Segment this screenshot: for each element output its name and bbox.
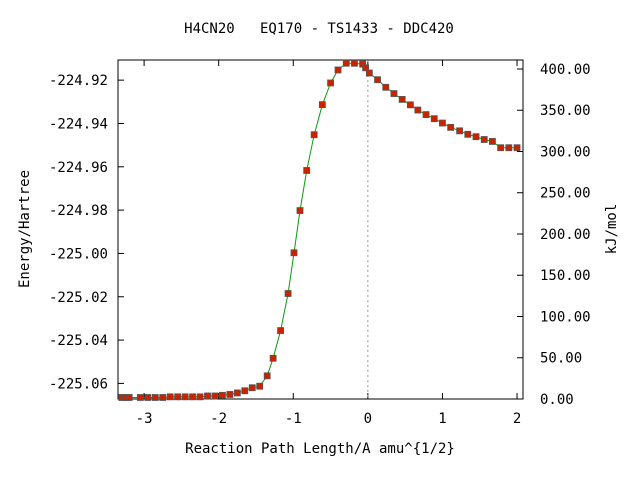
data-point xyxy=(365,69,373,77)
data-point xyxy=(430,115,438,123)
data-point xyxy=(318,101,326,109)
data-point xyxy=(351,59,358,67)
data-point xyxy=(151,394,159,401)
data-point xyxy=(233,389,241,397)
data-points xyxy=(118,59,521,401)
y2-tick-label: 400.00 xyxy=(540,62,591,78)
chart-title: H4CN20 EQ170 - TS1433 - DDC420 xyxy=(184,21,454,37)
data-point xyxy=(241,387,249,395)
data-point xyxy=(374,76,381,84)
x-tick-label: 2 xyxy=(513,411,521,427)
data-point xyxy=(290,249,298,257)
y2-tick-label: 300.00 xyxy=(540,144,591,160)
y2-tick-label: 250.00 xyxy=(540,186,591,202)
data-point xyxy=(398,96,406,103)
data-point xyxy=(513,144,521,152)
data-point xyxy=(196,393,204,401)
y2-axis-ticks: 400.00 350.00 300.00 250.00 200.00 150.00 100.… xyxy=(517,62,591,408)
y-tick-label: -224.92 xyxy=(49,73,108,89)
data-point xyxy=(310,131,318,139)
y2-tick-label: 200.00 xyxy=(540,227,591,243)
data-point xyxy=(464,130,472,138)
data-point xyxy=(263,372,271,380)
data-point xyxy=(414,106,422,114)
y2-tick-label: 50.00 xyxy=(540,351,582,367)
y2-tick-label: 100.00 xyxy=(540,309,591,325)
series-line xyxy=(121,62,517,398)
y-tick-label: -224.96 xyxy=(49,160,108,176)
data-point xyxy=(159,394,167,401)
data-point xyxy=(334,66,342,74)
data-point xyxy=(472,133,480,141)
data-point xyxy=(390,90,398,97)
data-point xyxy=(248,384,256,392)
data-point xyxy=(174,393,182,401)
y2-tick-label: 150.00 xyxy=(540,268,591,284)
y-tick-label: -225.00 xyxy=(49,246,108,262)
data-point xyxy=(447,123,455,131)
y2-axis-label: kJ/mol xyxy=(604,204,620,255)
x-tick-label: -1 xyxy=(285,411,302,427)
data-point xyxy=(362,64,370,72)
data-point xyxy=(136,394,144,401)
data-point xyxy=(480,136,488,143)
data-point xyxy=(189,393,196,401)
data-point xyxy=(211,392,219,400)
y-tick-label: -224.98 xyxy=(49,203,108,219)
data-point xyxy=(204,392,211,400)
data-point xyxy=(269,354,277,362)
data-point xyxy=(382,83,390,91)
data-point xyxy=(277,327,284,334)
x-axis-ticks: -3 -2 -1 0 1 2 xyxy=(136,60,521,427)
y-tick-label: -224.94 xyxy=(49,116,108,132)
data-point xyxy=(456,127,464,135)
data-point xyxy=(342,59,350,67)
data-point xyxy=(226,391,234,398)
data-point xyxy=(505,144,513,152)
data-point xyxy=(489,138,496,145)
data-point xyxy=(439,119,446,127)
data-point xyxy=(219,391,226,399)
y-tick-label: -225.06 xyxy=(49,376,108,392)
y-tick-label: -225.04 xyxy=(49,333,108,349)
data-point xyxy=(422,111,430,118)
x-tick-label: -2 xyxy=(210,411,227,427)
x-tick-label: -3 xyxy=(136,411,153,427)
x-tick-label: 0 xyxy=(364,411,372,427)
data-point xyxy=(284,290,292,297)
data-point xyxy=(256,382,264,390)
data-point xyxy=(303,167,311,174)
data-point xyxy=(125,394,133,401)
y2-tick-label: 0.00 xyxy=(540,392,574,408)
data-point xyxy=(327,79,334,87)
plot-frame xyxy=(117,59,524,400)
y-axis-label: Energy/Hartree xyxy=(17,170,33,288)
data-point xyxy=(144,394,152,401)
x-axis-label: Reaction Path Length/A amu^{1/2} xyxy=(185,441,455,457)
y-tick-label: -225.02 xyxy=(49,290,108,306)
data-point xyxy=(166,393,174,401)
data-point xyxy=(181,393,189,401)
data-point xyxy=(296,207,304,214)
y-axis-ticks: -224.92 -224.94 -224.96 -224.98 -225.00 -225.… xyxy=(49,73,124,392)
data-point xyxy=(406,101,414,109)
x-tick-label: 1 xyxy=(438,411,446,427)
y2-tick-label: 350.00 xyxy=(540,103,591,119)
data-point xyxy=(497,144,505,152)
